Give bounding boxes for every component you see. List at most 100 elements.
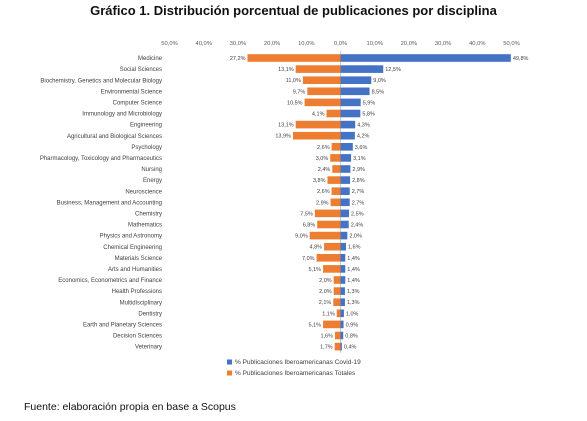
value-label-covid: 2,8% [352,178,365,184]
value-label-totales: 1,6% [320,334,333,340]
value-label-covid: 4,3% [357,123,370,129]
bar-covid [340,154,352,162]
category-label: Immunology and Microbiology [82,112,162,118]
value-label-totales: 2,0% [319,278,332,284]
bar-totales [335,331,341,340]
bar-totales [336,309,341,318]
value-label-covid: 1,6% [348,245,361,251]
value-label-covid: 8,5% [372,89,385,95]
value-label-covid: 1,3% [347,300,360,306]
x-tick-label: 30,0% [230,41,246,47]
bar-covid [340,331,344,340]
value-label-covid: 3,1% [353,156,366,162]
category-label: Computer Science [113,101,163,107]
value-label-totales: 7,0% [302,256,315,262]
category-label: Business, Management and Accounting [57,200,162,206]
bar-covid [340,54,511,62]
bar-covid [340,242,346,251]
value-label-totales: 11,0% [286,78,301,84]
value-label-covid: 0,8% [345,334,358,340]
legend: % Publicaciones Iberoamericanas Covid-19… [227,359,361,377]
value-label-totales: 2,0% [319,289,332,295]
bar-totales [314,209,341,218]
bar-totales [331,143,341,151]
bar-totales [332,165,341,173]
bar-covid [340,143,353,151]
value-label-totales: 1,7% [320,345,333,351]
value-label-totales: 9,7% [293,89,306,95]
category-label: Health Professions [112,289,162,295]
value-label-totales: 2,4% [318,167,331,173]
category-label: Arts and Humanities [108,267,162,273]
bar-totales [333,287,341,295]
value-labels: 27,2% 49,8% 13,1% 12,5% 11,0% 9,0% 9,7% 8,5% 10,… [230,56,529,351]
value-label-totales: 4,1% [312,112,325,118]
value-label-totales: 2,9% [316,200,329,206]
category-labels: Medicine Social Sciences Biochemistry, Gen… [40,56,163,351]
chart-title: Gráfico 1. Distribución porcentual de pu… [90,3,497,18]
bar-totales [324,242,341,251]
bar-covid [340,287,345,295]
bar-totales [331,187,341,195]
bar-covid [340,220,349,229]
x-tick-label: 10,0% [366,41,382,47]
category-label: Earth and Planetary Sciences [83,323,162,329]
value-label-covid: 49,8% [513,56,529,62]
bar-covid [340,265,346,273]
value-label-covid: 1,4% [347,278,360,284]
value-label-covid: 2,7% [352,200,365,206]
value-label-totales: 10,5% [287,100,303,106]
legend-swatch-covid [227,359,232,365]
value-label-totales: 1,1% [322,311,335,317]
value-label-totales: 13,1% [278,123,294,129]
bar-covid [340,276,346,284]
category-label: Chemical Engineering [103,245,162,251]
bar-totales [333,298,341,306]
bar-totales [326,109,341,118]
legend-label-totales: % Publicaciones Iberoamericanas Totales [235,370,356,377]
value-label-totales: 27,2% [230,56,246,62]
bar-covid [340,342,342,351]
value-label-covid: 12,5% [385,67,401,73]
source-note: Fuente: elaboración propia en base a Sco… [24,401,236,413]
bar-totales [307,87,341,96]
value-label-covid: 2,4% [351,223,364,229]
value-label-totales: 5,1% [309,322,322,328]
bar-covid [340,187,350,195]
category-label: Nursing [141,167,162,173]
value-label-totales: 5,1% [309,267,322,273]
value-label-covid: 0,4% [344,345,357,351]
bar-covid [340,298,345,306]
bar-covid [340,231,348,240]
value-label-totales: 3,0% [316,156,329,162]
bar-covid [340,120,356,129]
value-label-covid: 3,6% [355,145,368,151]
bar-covid [340,65,384,73]
x-axis-ticks: 50,0% 40,0% 30,0% 20,0% 10,0% 0,0% 10,0% 20,0% 3… [161,41,519,47]
category-label: Multidisciplinary [120,300,162,306]
value-label-covid: 0,9% [346,322,359,328]
x-tick-label: 50,0% [503,41,519,47]
category-label: Veterinary [135,345,162,351]
category-label: Environmental Science [101,89,163,95]
bar-covid [340,165,351,173]
bar-totales [323,320,341,329]
bar-covid [340,198,350,207]
value-label-totales: 9,0% [295,234,308,240]
value-label-covid: 2,9% [352,167,365,173]
bar-totales [317,220,341,229]
category-label: Social Sciences [120,67,162,73]
x-tick-label: 0,0% [334,41,347,47]
x-tick-label: 30,0% [435,41,451,47]
category-label: Decision Sciences [113,334,162,340]
bar-totales [295,120,341,129]
value-label-covid: 1,4% [347,256,360,262]
category-label: Chemistry [135,212,162,218]
category-label: Pharmacology, Toxicology and Pharmaceuti… [40,156,162,162]
value-label-covid: 2,5% [351,211,364,217]
bar-covid [340,254,346,262]
bar-covid [340,98,361,107]
bar-covid [340,109,361,118]
category-label: Medicine [138,56,163,62]
